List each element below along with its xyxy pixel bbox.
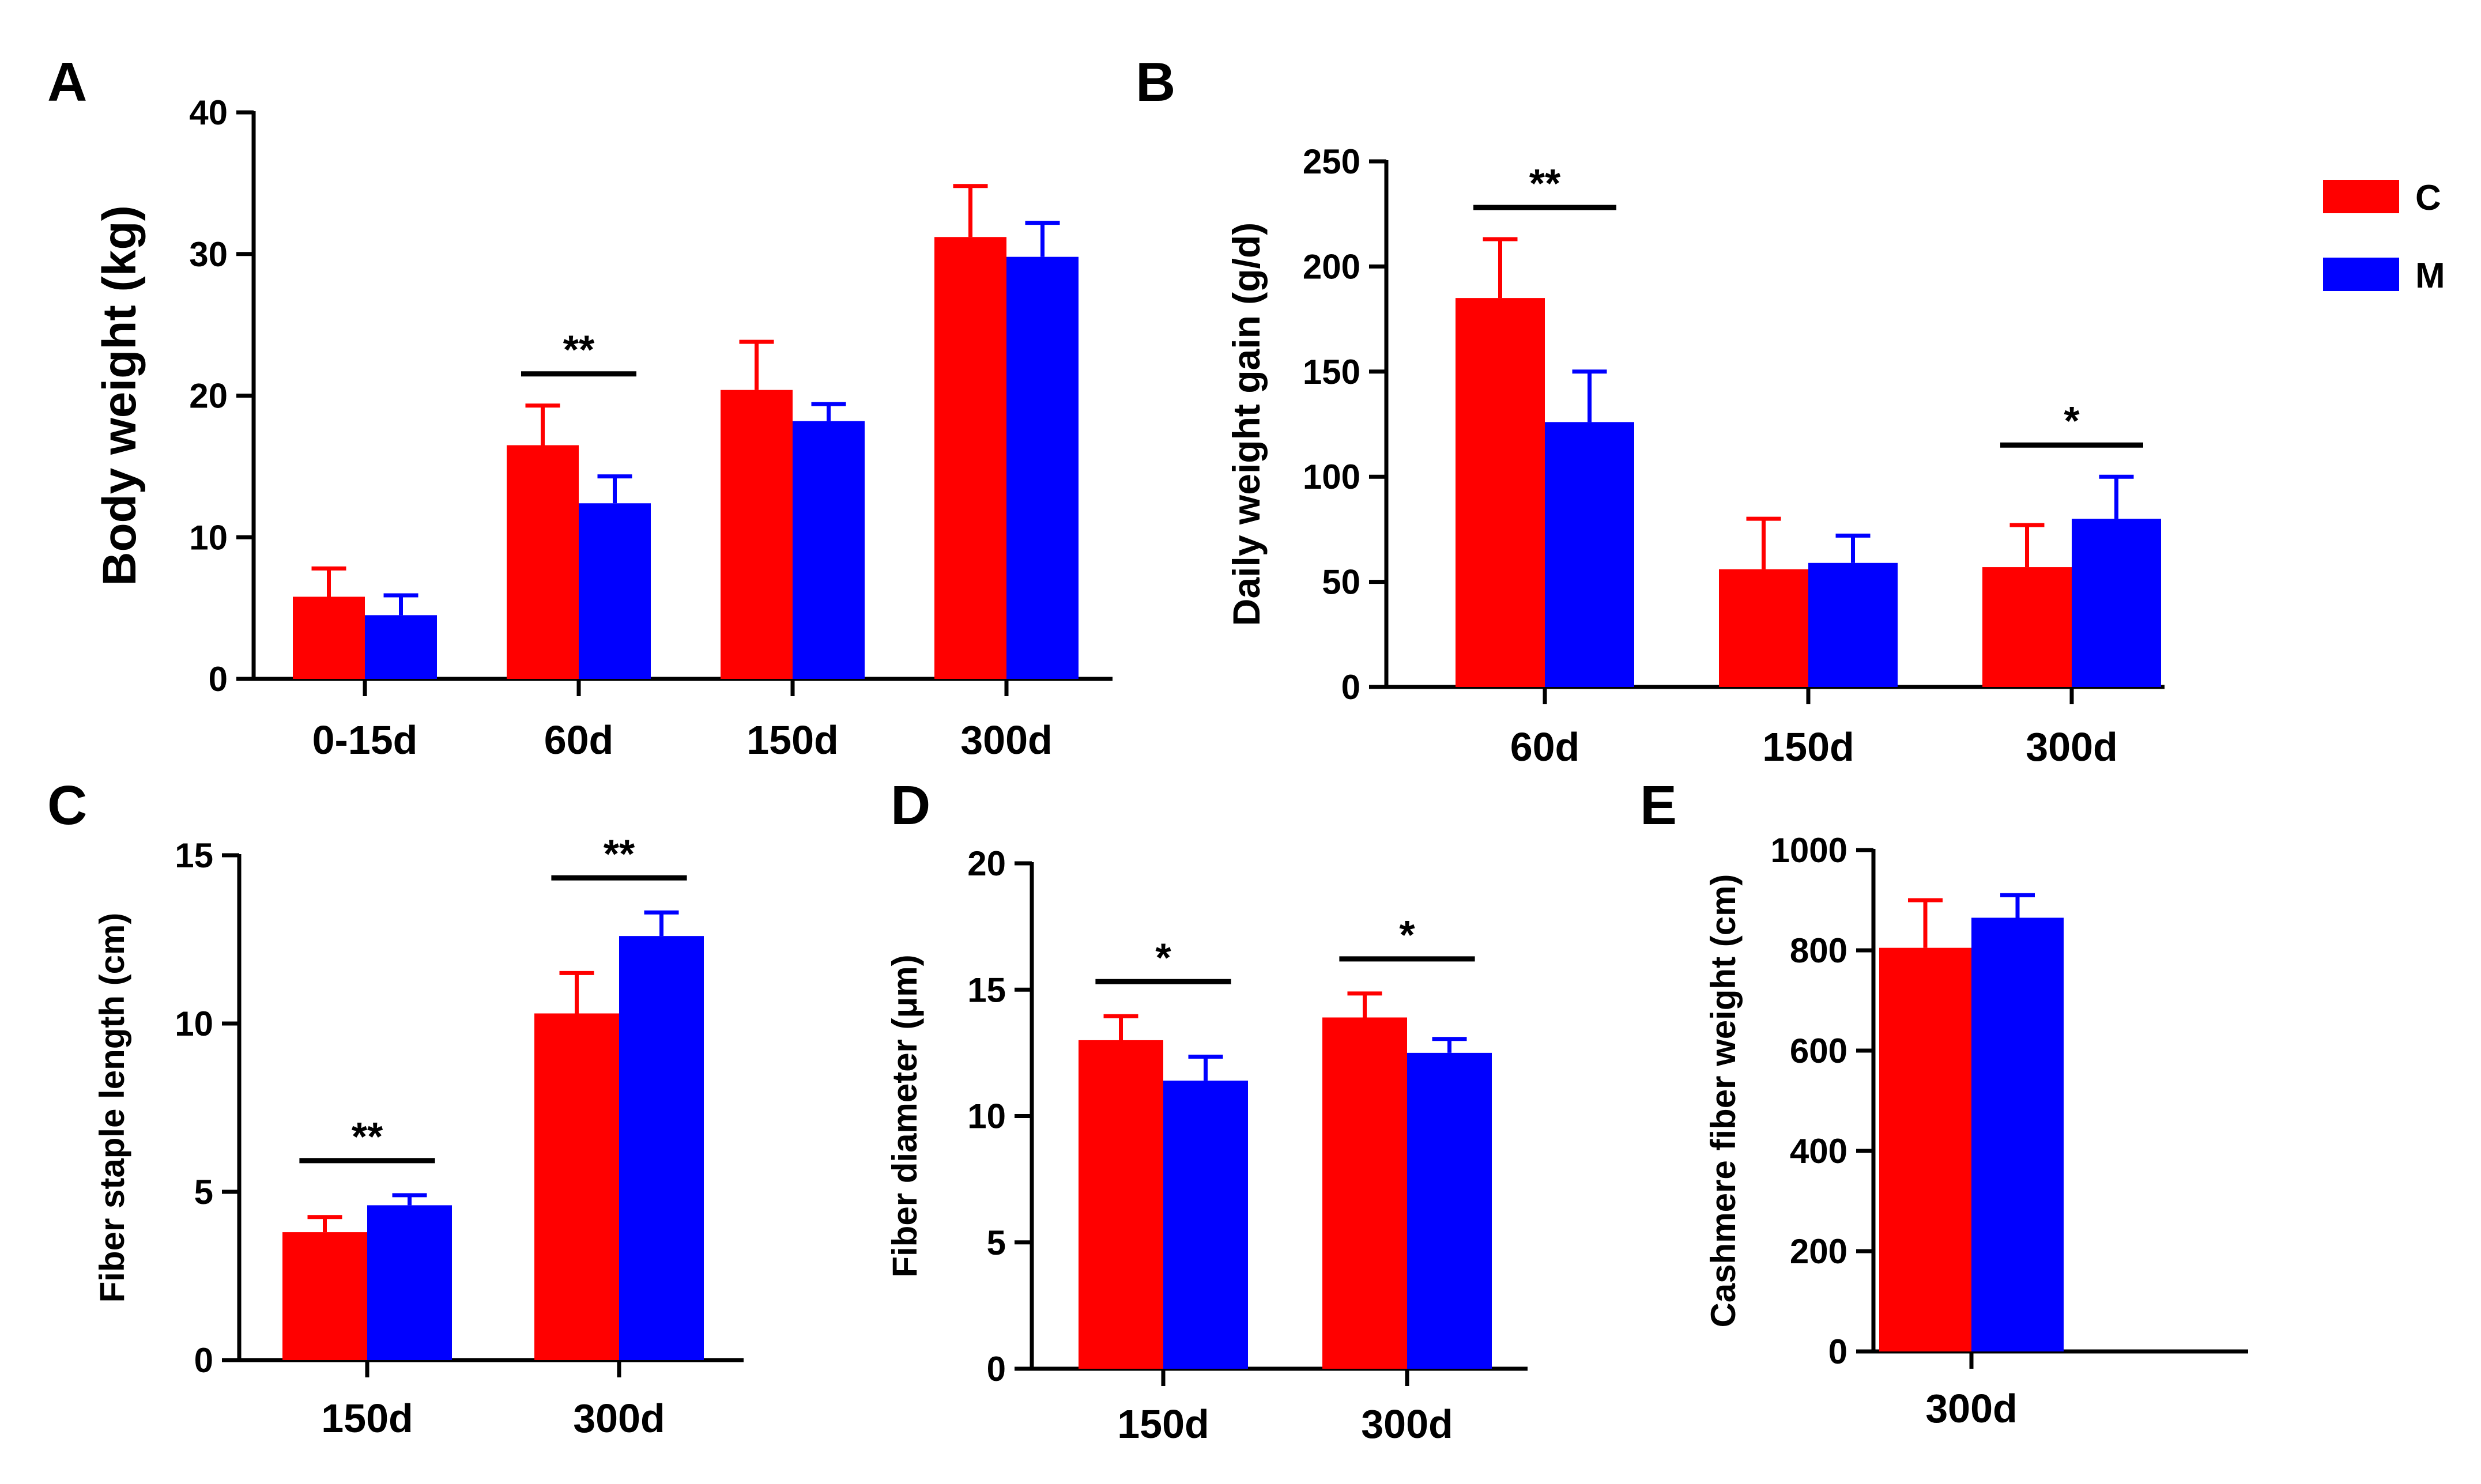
y-tick-label: 40 (189, 93, 228, 132)
y-axis-label: Fiber staple length (cm) (93, 913, 131, 1303)
y-tick-label: 200 (1303, 247, 1360, 286)
x-tick-label: 300d (1925, 1386, 2018, 1431)
significance-marker: * (1399, 912, 1415, 957)
significance-marker: * (1155, 935, 1171, 980)
bar-c-150d (1719, 569, 1808, 687)
panel-letter: A (47, 51, 87, 113)
y-tick-label: 15 (175, 836, 213, 875)
y-axis-label: Cashmere fiber weight (cm) (1704, 874, 1743, 1328)
x-tick-label: 300d (1361, 1402, 1453, 1447)
significance-marker: ** (563, 327, 595, 372)
x-tick-label: 150d (746, 718, 839, 762)
legend: CM (2323, 178, 2445, 296)
bar-c-300d (1982, 567, 2072, 687)
y-tick-label: 400 (1790, 1132, 1847, 1170)
y-tick-label: 0 (209, 660, 228, 698)
panel-letter: B (1136, 51, 1175, 113)
bar-m-0-15d (365, 615, 437, 679)
x-tick-label: 150d (321, 1396, 413, 1441)
x-tick-label: 60d (544, 718, 614, 762)
x-tick-label: 150d (1117, 1402, 1209, 1447)
bar-c-300d (1322, 1017, 1407, 1369)
y-axis-label: Fiber diameter (μm) (885, 954, 924, 1277)
y-tick-label: 100 (1303, 458, 1360, 496)
y-tick-label: 0 (1828, 1332, 1847, 1371)
panel-d: D 0 5 10 15 20 150d 300d Fiber diameter (μm) * * (885, 775, 1528, 1447)
y-tick-label: 0 (1341, 668, 1360, 707)
bar-m-300d (2072, 519, 2161, 687)
bar-c-150d (721, 390, 793, 679)
y-tick-label: 30 (189, 235, 228, 274)
bar-c-60d (507, 445, 579, 679)
bar-c-150d (282, 1232, 367, 1360)
panel-letter: D (891, 775, 930, 836)
bar-m-150d (1808, 562, 1898, 687)
y-tick-label: 0 (194, 1341, 213, 1380)
bar-m-60d (1545, 422, 1634, 687)
legend-label-c: C (2415, 178, 2441, 218)
bar-c-150d (1079, 1040, 1163, 1369)
y-axis-label: Daily weight gain (g/d) (1225, 222, 1268, 626)
significance-marker: ** (1529, 161, 1561, 206)
significance-marker: * (2064, 398, 2080, 443)
y-tick-label: 15 (967, 971, 1006, 1009)
bar-m-300d (619, 936, 704, 1360)
bar-c-300d (1879, 947, 1971, 1351)
y-tick-label: 250 (1303, 142, 1360, 181)
x-tick-label: 300d (960, 718, 1053, 762)
x-tick-label: 60d (1510, 724, 1580, 769)
y-tick-label: 50 (1322, 563, 1360, 602)
bar-c-300d (934, 237, 1006, 679)
panel-b: B 0 50 100 150 200 250 60d 150d 300d Daily weight … (1136, 51, 2165, 769)
y-tick-label: 10 (967, 1097, 1006, 1136)
legend-swatch-m (2323, 258, 2399, 291)
y-tick-label: 600 (1790, 1032, 1847, 1070)
y-tick-label: 20 (967, 844, 1006, 883)
legend-label-m: M (2415, 256, 2445, 296)
bar-m-60d (579, 503, 651, 679)
x-tick-label: 300d (2026, 724, 2118, 769)
significance-marker: ** (604, 831, 635, 876)
y-tick-label: 200 (1790, 1232, 1847, 1271)
panel-letter: C (47, 775, 87, 836)
y-tick-label: 0 (987, 1350, 1006, 1388)
bar-m-300d (1971, 917, 2064, 1351)
bar-c-0-15d (293, 596, 365, 679)
significance-marker: ** (352, 1114, 383, 1159)
bar-m-300d (1006, 256, 1079, 679)
panel-e: E 0 200 400 600 800 1000 300d Cashmere fiber wei… (1640, 775, 2248, 1431)
panel-c: C 0 5 10 15 150d 300d Fiber staple length (cm) *… (47, 775, 744, 1441)
x-tick-label: 150d (1762, 724, 1854, 769)
y-tick-label: 800 (1790, 931, 1847, 970)
legend-swatch-c (2323, 180, 2399, 213)
bar-m-150d (367, 1205, 452, 1360)
x-tick-label: 300d (573, 1396, 665, 1441)
y-tick-label: 1000 (1771, 831, 1847, 870)
bar-m-150d (1163, 1081, 1248, 1369)
y-tick-label: 20 (189, 377, 228, 416)
bar-c-60d (1456, 298, 1545, 687)
y-tick-label: 5 (987, 1224, 1006, 1262)
panel-a: A 0 10 20 30 40 0-15d 60d 150d 300d Body weight (k… (47, 51, 1113, 762)
y-axis-label: Body weight (kg) (93, 205, 146, 586)
bar-m-150d (793, 421, 865, 679)
bar-c-300d (534, 1013, 619, 1360)
figure-panels: A 0 10 20 30 40 0-15d 60d 150d 300d Body weight (k… (47, 51, 2248, 1447)
bar-m-300d (1407, 1052, 1492, 1369)
panel-letter: E (1640, 775, 1677, 836)
y-tick-label: 150 (1303, 353, 1360, 391)
y-tick-label: 10 (175, 1005, 213, 1043)
x-tick-label: 0-15d (312, 718, 418, 762)
y-tick-label: 10 (189, 518, 228, 557)
y-tick-label: 5 (194, 1173, 213, 1211)
